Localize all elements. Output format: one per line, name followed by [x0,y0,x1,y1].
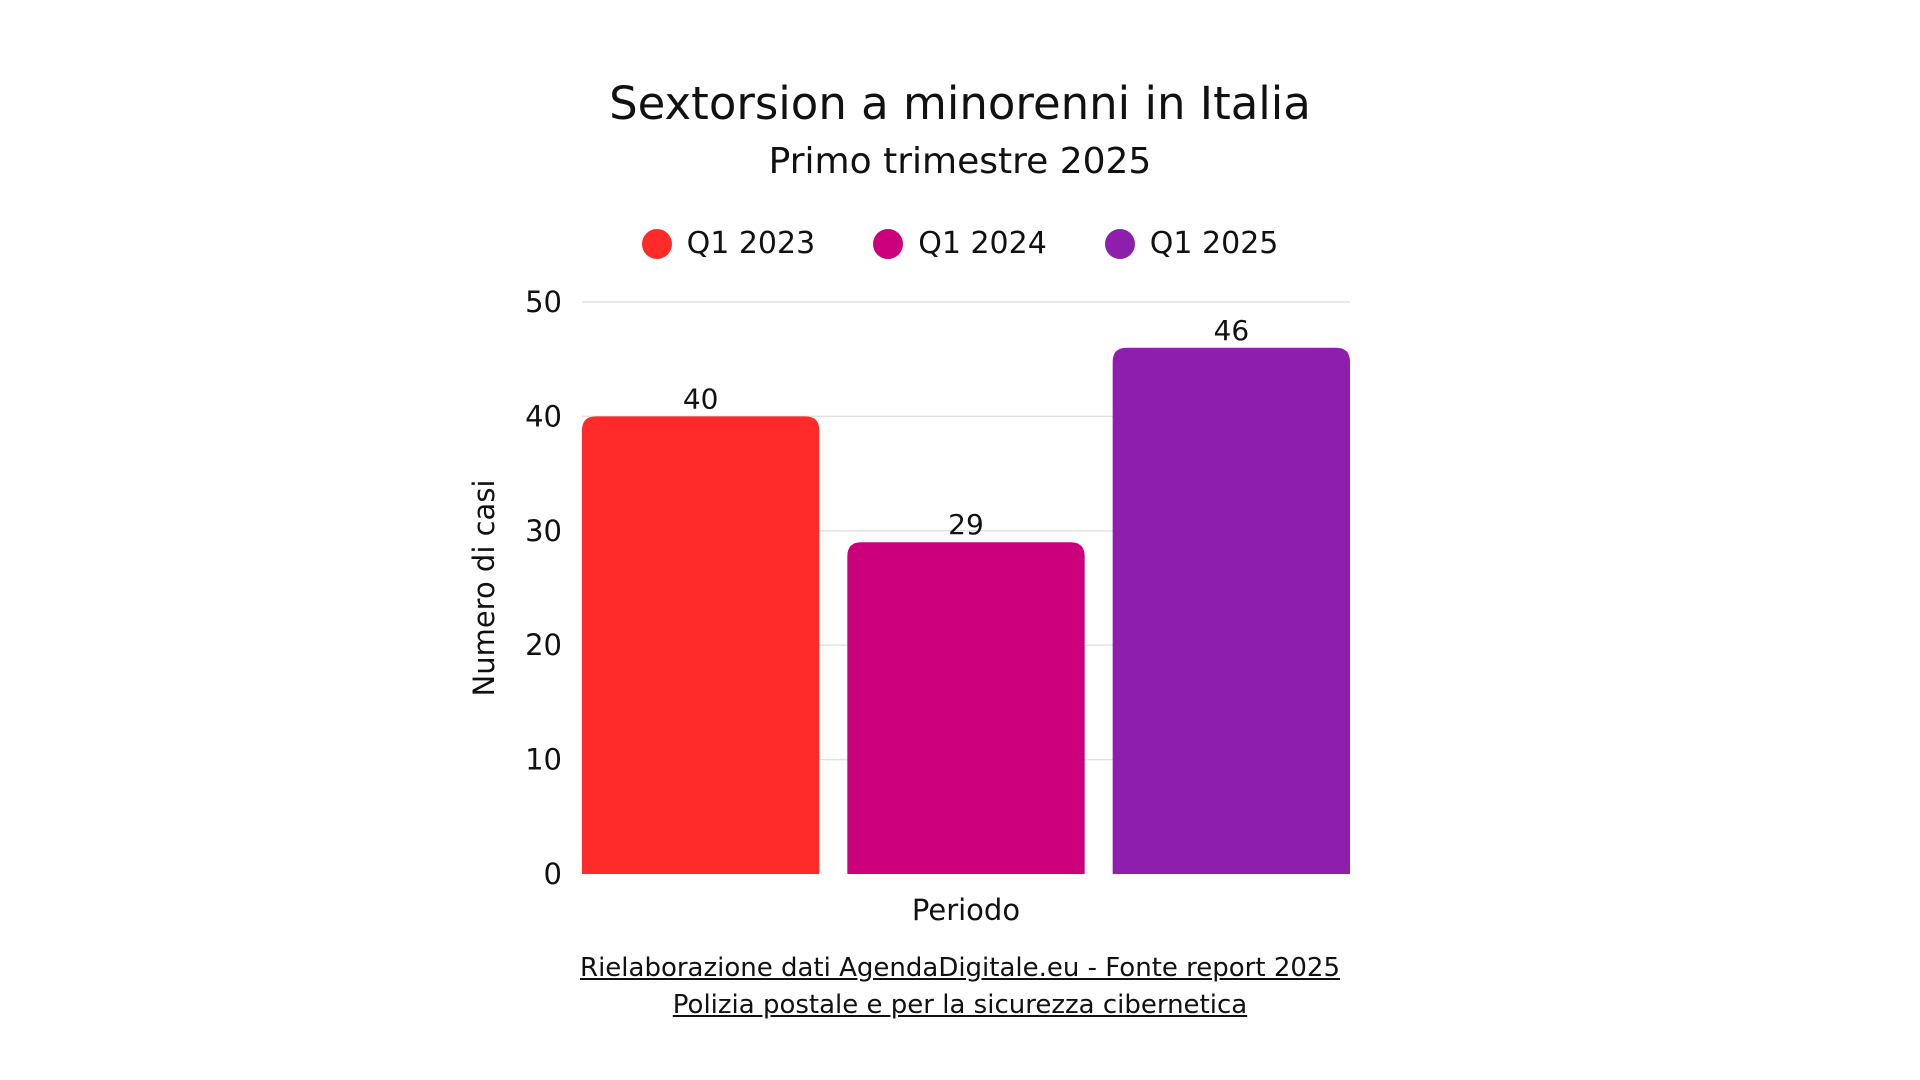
data-label-q1-2024: 29 [948,508,984,541]
legend-label-q1-2024: Q1 2024 [918,226,1047,261]
chart-subtitle: Primo trimestre 2025 [768,141,1152,182]
data-labels: 40 29 46 [683,314,1249,541]
legend-item-q1-2025: Q1 2025 [1104,222,1279,266]
y-tick-label-30: 30 [525,514,562,548]
y-tick-label-50: 50 [525,285,562,319]
legend-swatch-q1-2023 [641,229,672,259]
bar-q1-2025 [1112,347,1350,874]
legend-swatch-q1-2024 [873,229,904,259]
legend-swatch-q1-2025 [1104,229,1135,259]
legend-item-q1-2024: Q1 2024 [873,222,1047,266]
source-note-line-2[interactable]: Polizia postale e per la sicurezza ciber… [672,990,1248,1020]
chart-legend: Q1 2023 Q1 2024 Q1 2025 [0,222,1920,266]
y-tick-label-20: 20 [525,628,562,662]
y-axis-label: Numero di casi [467,480,501,697]
y-tick-label-10: 10 [525,743,562,777]
legend-item-q1-2023: Q1 2023 [641,222,816,266]
chart-title: Sextorsion a minorenni in Italia [609,77,1311,130]
bars [582,347,1350,874]
data-label-q1-2023: 40 [683,382,719,415]
bar-q1-2024 [847,542,1085,874]
y-tick-label-0: 0 [544,857,562,891]
y-axis-ticks: 0 10 20 30 40 50 [525,285,562,891]
x-axis-label: Periodo [912,893,1020,927]
legend-label-q1-2025: Q1 2025 [1149,226,1279,261]
source-note-line-1[interactable]: Rielaborazione dati AgendaDigitale.eu - … [580,953,1340,983]
bar-q1-2023 [582,416,820,874]
source-note: Rielaborazione dati AgendaDigitale.eu - … [0,950,1920,1024]
data-label-q1-2025: 46 [1214,314,1250,347]
y-tick-label-40: 40 [525,399,562,433]
legend-label-q1-2023: Q1 2023 [686,226,816,261]
